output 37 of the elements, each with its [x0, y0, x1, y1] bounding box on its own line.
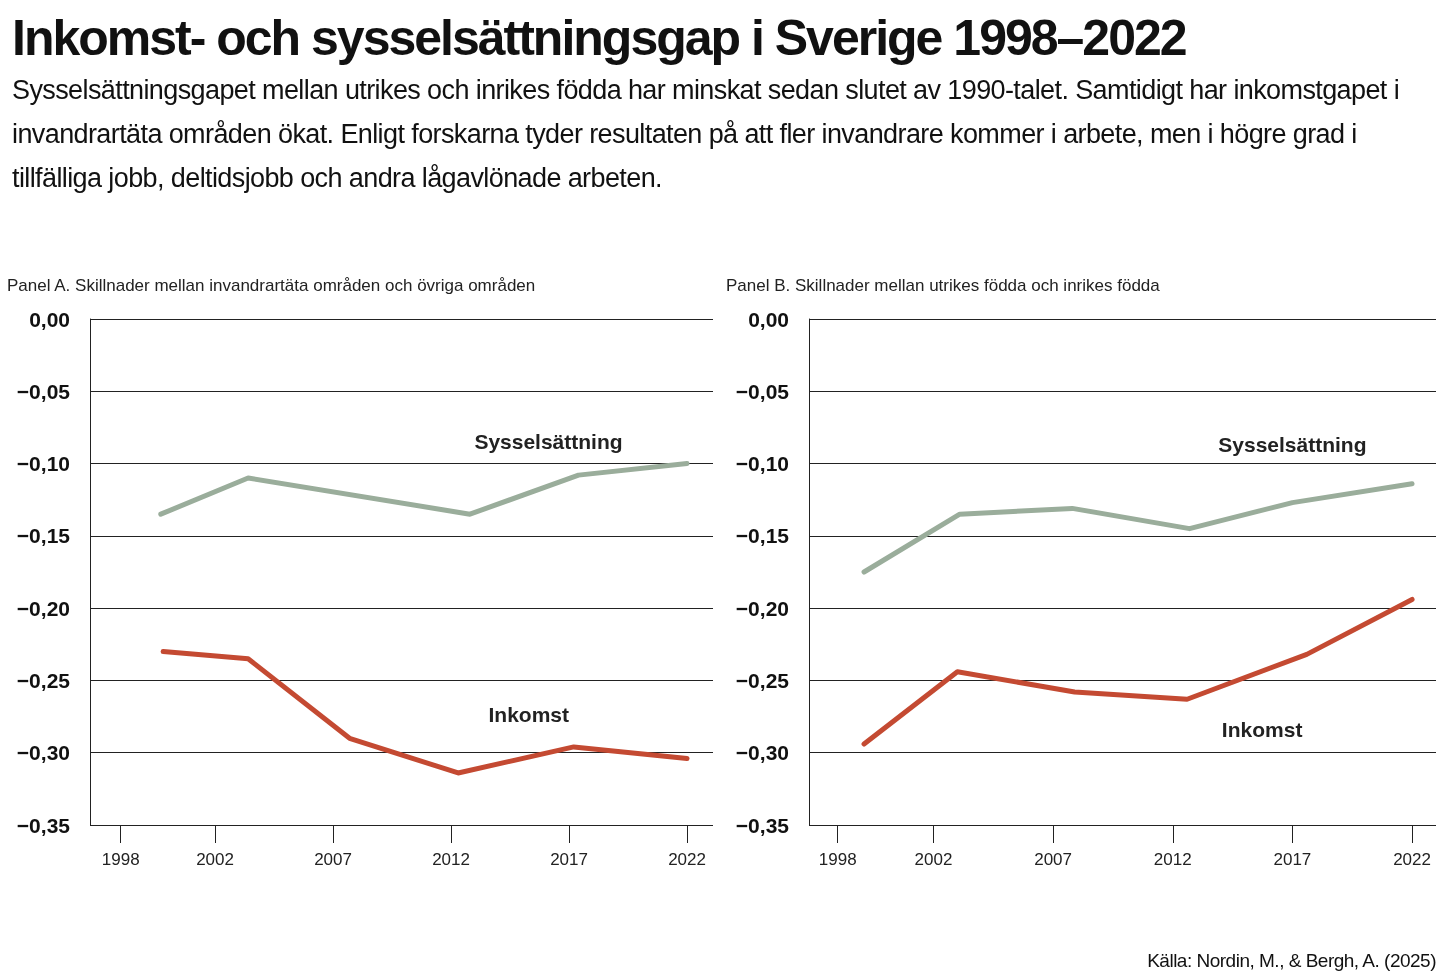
- text: Inkomst- och sysselsättningsgap i Sverige 1998–2022: [12, 9, 1187, 68]
- x-tick-label: 2012: [1153, 850, 1192, 869]
- x-tick-label: 2022: [1393, 850, 1431, 869]
- y-tick-label: −0,35: [735, 813, 790, 837]
- y-tick-label: −0,20: [16, 596, 70, 620]
- y-tick-label: −0,35: [16, 813, 71, 837]
- x-tick-label: 2017: [1273, 850, 1312, 869]
- y-tick-label: −0,20: [735, 596, 789, 620]
- y-tick-label: −0,15: [735, 524, 790, 548]
- x-tick-label: 2007: [314, 850, 352, 869]
- text: Sysselsättningsgapet mellan utrikes och inrikes födda har minskat sedan slutet av 1990-talet. Samtidigt har inkomstgapet i invandrartäta områden ökat. Enligt forskarna tyder resultaten på att fler invandrare kommer i arbete, men i högre grad i tillfälliga jobb, deltidsjobb och andra lågavlönade arbeten.: [12, 74, 1401, 195]
- series-label: Sysselsättning: [474, 429, 623, 453]
- x-tick-label: 1998: [101, 850, 140, 869]
- y-tick-label: −0,15: [16, 524, 71, 548]
- x-tick-label: 2002: [196, 850, 234, 869]
- y-tick-label: −0,10: [735, 452, 789, 476]
- y-tick-label: 0,00: [29, 307, 70, 331]
- series-label: Sysselsättning: [1218, 433, 1367, 457]
- x-tick-label: 2002: [914, 850, 953, 869]
- chart-title: Panel A. Skillnader mellan invandrartäta områden och övriga områden: [7, 276, 536, 295]
- y-tick-label: −0,30: [735, 741, 789, 765]
- y-tick-label: −0,10: [16, 452, 70, 476]
- text: Källa: Nordin, M., & Bergh, A. (2025): [1147, 950, 1436, 972]
- x-tick-label: 2012: [432, 850, 470, 869]
- y-tick-label: 0,00: [748, 307, 789, 331]
- x-tick-label: 2007: [1034, 850, 1073, 869]
- x-tick-label: 1998: [818, 850, 857, 869]
- x-tick-label: 2017: [550, 850, 588, 869]
- x-tick-label: 2022: [668, 850, 706, 869]
- y-tick-label: −0,30: [16, 741, 70, 765]
- chart-title: Panel B. Skillnader mellan utrikes födda och inrikes födda: [726, 276, 1161, 295]
- series-label: Inkomst: [488, 703, 570, 727]
- series-label: Inkomst: [1221, 717, 1303, 741]
- y-tick-label: −0,05: [16, 379, 71, 403]
- y-tick-label: −0,25: [735, 668, 790, 692]
- y-tick-label: −0,05: [735, 379, 790, 403]
- y-tick-label: −0,25: [16, 668, 71, 692]
